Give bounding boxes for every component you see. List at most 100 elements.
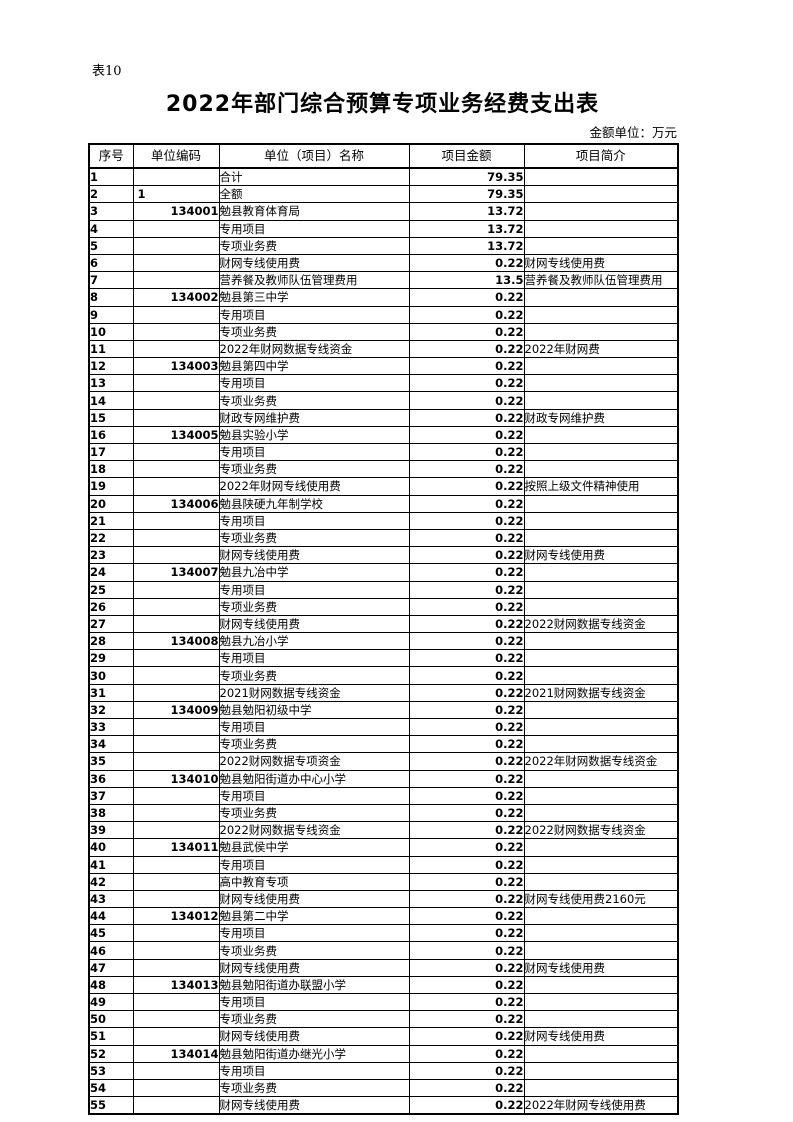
column-header-seq: 序号 [88,143,134,169]
cell-note [523,1010,679,1029]
cell-note [523,391,679,410]
cell-seq: 7 [88,271,134,290]
cell-name: 专用项目 [218,305,410,324]
cell-amount: 0.22 [408,683,525,702]
cell-seq: 12 [88,357,134,376]
cell-seq: 27 [88,614,134,634]
cell-seq: 44 [88,907,134,926]
cell-amount: 0.22 [408,838,525,857]
cell-name: 勉县陕硬九年制学校 [218,494,410,513]
cell-code: 134003 [132,357,220,376]
cell-seq: 16 [88,425,134,445]
cell-code [132,666,220,685]
table-row: 19 2022年财网专线使用费 0.22 按照上级文件精神使用 [88,477,679,496]
cell-note [523,838,679,857]
cell-code [132,511,220,530]
cell-amount: 0.22 [408,958,525,977]
table-row: 10 专项业务费 0.22 [88,322,679,341]
cell-note [523,185,679,204]
cell-amount: 0.22 [408,992,525,1012]
cell-amount: 0.22 [408,391,525,410]
cell-name: 专项业务费 [218,1010,410,1029]
cell-name: 2022年财网数据专线资金 [218,339,410,359]
cell-code [132,992,220,1012]
table-row: 35 2022财网数据专项资金 0.22 2022年财网数据专线资金 [88,752,679,771]
cell-seq: 46 [88,941,134,960]
table-row: 25 专用项目 0.22 [88,580,679,599]
cell-name: 勉县勉阳初级中学 [218,700,410,720]
cell-seq: 38 [88,803,134,823]
cell-name: 营养餐及教师队伍管理费用 [218,271,410,290]
page-title: 2022年部门综合预算专项业务经费支出表 [165,92,600,117]
cell-code: 134012 [132,907,220,926]
cell-amount: 0.22 [408,597,525,616]
cell-seq: 41 [88,855,134,874]
cell-note: 2022年财网费 [523,339,679,359]
column-header-amount: 项目金额 [408,143,525,169]
cell-amount: 0.22 [408,907,525,926]
cell-amount: 0.22 [408,253,525,273]
table-row: 3 134001 勉县教育体育局 13.72 [88,202,679,221]
cell-amount: 0.22 [408,425,525,445]
cell-seq: 2 [88,185,134,204]
cell-seq: 6 [88,253,134,273]
table-row: 45 专用项目 0.22 [88,924,679,943]
table-row: 28 134008 勉县九冶小学 0.22 [88,632,679,651]
cell-amount: 0.22 [408,1044,525,1063]
table-row: 4 专用项目 13.72 [88,219,679,238]
cell-name: 专项业务费 [218,528,410,548]
cell-note: 2022财网数据专线资金 [523,614,679,634]
cell-name: 全额 [218,185,410,204]
cell-amount: 79.35 [408,185,525,204]
table-row: 17 专用项目 0.22 [88,442,679,462]
cell-note: 财网专线使用费 [523,1027,679,1046]
cell-seq: 30 [88,666,134,685]
cell-note: 财网专线使用费 [523,253,679,273]
cell-note [523,975,679,995]
cell-code [132,460,220,479]
table-row: 31 2021财网数据专线资金 0.22 2021财网数据专线资金 [88,683,679,702]
cell-amount: 79.35 [408,167,525,187]
cell-note [523,803,679,823]
cell-note [523,649,679,668]
cell-note [523,460,679,479]
cell-name: 财网专线使用费 [218,1096,410,1115]
cell-code: 134014 [132,1044,220,1063]
cell-amount: 0.22 [408,288,525,307]
table-row: 11 2022年财网数据专线资金 0.22 2022年财网费 [88,339,679,359]
cell-amount: 0.22 [408,580,525,599]
cell-amount: 0.22 [408,975,525,995]
cell-note [523,425,679,445]
cell-name: 专用项目 [218,374,410,393]
cell-note [523,528,679,548]
cell-name: 专项业务费 [218,666,410,685]
table-row: 37 专用项目 0.22 [88,786,679,805]
table-row: 52 134014 勉县勉阳街道办继光小学 0.22 [88,1044,679,1063]
cell-amount: 0.22 [408,889,525,909]
cell-name: 财网专线使用费 [218,614,410,634]
table-row: 54 专项业务费 0.22 [88,1078,679,1098]
cell-amount: 0.22 [408,1096,525,1115]
cell-amount: 0.22 [408,511,525,530]
cell-note [523,1044,679,1063]
cell-code [132,322,220,341]
cell-code: 134010 [132,769,220,788]
cell-code: 134001 [132,202,220,221]
table-row: 18 专项业务费 0.22 [88,460,679,479]
cell-seq: 52 [88,1044,134,1063]
cell-code [132,958,220,977]
cell-name: 专项业务费 [218,322,410,341]
cell-note [523,305,679,324]
cell-code [132,408,220,427]
cell-seq: 32 [88,700,134,720]
cell-seq: 28 [88,632,134,651]
cell-note [523,872,679,891]
cell-seq: 29 [88,649,134,668]
cell-amount: 0.22 [408,941,525,960]
cell-note [523,597,679,616]
cell-note: 财网专线使用费 [523,958,679,977]
cell-amount: 0.22 [408,357,525,376]
cell-note [523,202,679,221]
table-body: 1 合计 79.35 2 1 全额 79.35 3 134001 勉县教育体育局 13.72 4 专用项… [88,167,679,1115]
cell-note [523,167,679,187]
